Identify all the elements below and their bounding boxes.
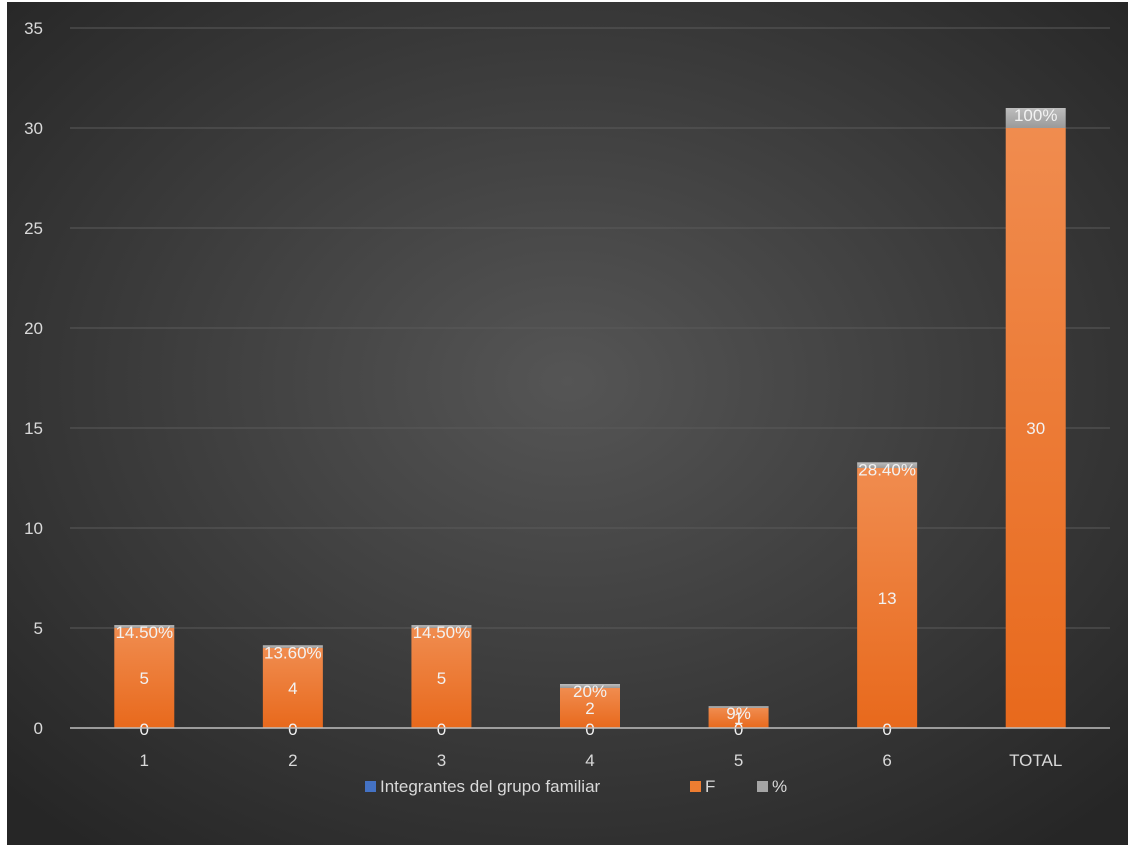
data-label: 4 [288,679,297,698]
data-label: 0 [288,720,297,739]
data-label: 28.40% [858,460,916,479]
f-bar-segment [114,628,175,728]
legend-item: Integrantes del grupo familiar [365,777,601,796]
data-label: 14.50% [115,623,173,642]
data-label: 1 [734,709,743,728]
y-tick-label: 25 [24,219,43,238]
y-tick-label: 20 [24,319,43,338]
y-tick-label: 15 [24,419,43,438]
f-bar-segment [560,688,620,728]
x-tick-label: 4 [585,751,594,770]
data-label: 0 [882,720,891,739]
y-tick-label: 30 [24,119,43,138]
data-label: 5 [437,669,446,688]
f-bar-segment [857,468,918,728]
x-tick-label: 6 [882,751,891,770]
y-tick-label: 10 [24,519,43,538]
percent-bar-segment [114,625,175,628]
data-label: 0 [734,720,743,739]
data-label: 2 [585,699,594,718]
y-tick-label: 5 [34,619,43,638]
chart-area: 0 5 14.50% 0 4 13.60% 0 5 14.50% 0 2 20% 0 1 9% 0 13 28.4… [7,2,1128,845]
data-label: 0 [437,720,446,739]
data-label: 13.60% [264,643,322,662]
legend-swatch [690,781,701,792]
f-bar-segment [262,648,323,728]
legend-label: Integrantes del grupo familiar [380,777,601,796]
legend-item: % [757,777,787,796]
f-bar-segment [411,628,472,728]
data-label: 13 [878,589,897,608]
legend-label: % [772,777,787,796]
percent-bar-segment [857,462,918,468]
legend-label: F [705,777,715,796]
percent-bar-segment [560,684,620,688]
x-tick-label: 2 [288,751,297,770]
data-label: 5 [140,669,149,688]
y-tick-label: 0 [34,719,43,738]
legend-swatch [757,781,768,792]
data-label: 20% [573,682,607,701]
y-tick-label: 35 [24,19,43,38]
f-bar-segment [708,708,769,728]
data-label: 14.50% [413,623,471,642]
data-label: 9% [726,704,751,723]
bar-chart: 0514.50%0413.60%0514.50%0220%019%01328.4… [7,2,1128,845]
percent-bar-segment [262,645,323,648]
percent-bar-segment [411,625,472,628]
percent-bar-segment [708,706,769,708]
x-tick-label: 1 [140,751,149,770]
f-bar-segment [1005,128,1066,728]
percent-bar-segment [1005,108,1066,128]
data-label: 100% [1014,106,1057,125]
data-label: 30 [1026,419,1045,438]
data-label: 0 [585,720,594,739]
legend-item: F [690,777,715,796]
data-label: 0 [140,720,149,739]
x-tick-label: 3 [437,751,446,770]
x-tick-label: TOTAL [1009,751,1062,770]
legend-swatch [365,781,376,792]
x-tick-label: 5 [734,751,743,770]
